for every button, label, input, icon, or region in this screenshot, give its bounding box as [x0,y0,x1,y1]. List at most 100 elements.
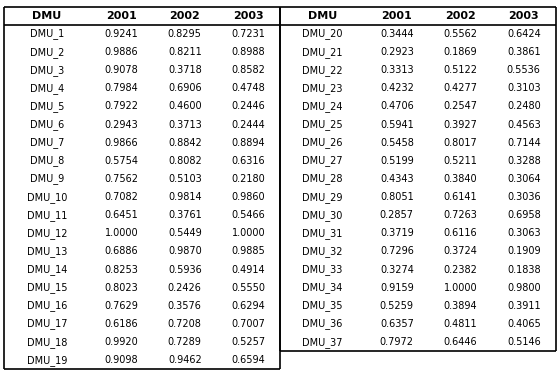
Text: 0.6186: 0.6186 [105,319,138,329]
Text: 0.6116: 0.6116 [444,228,477,238]
Text: 0.2857: 0.2857 [380,210,414,220]
Text: 0.7984: 0.7984 [105,83,138,93]
Text: 0.6906: 0.6906 [168,83,202,93]
Text: DMU_1: DMU_1 [30,29,64,39]
Text: 0.5936: 0.5936 [168,265,202,274]
Text: DMU_32: DMU_32 [302,246,343,257]
Text: 0.5211: 0.5211 [444,156,477,166]
Text: 0.6141: 0.6141 [444,192,477,202]
Text: 0.2444: 0.2444 [231,120,265,130]
Text: 0.2382: 0.2382 [444,265,477,274]
Text: DMU_22: DMU_22 [302,65,343,76]
Text: 0.3036: 0.3036 [507,192,540,202]
Text: 0.3840: 0.3840 [444,174,477,184]
Text: 0.8082: 0.8082 [168,156,202,166]
Text: DMU_2: DMU_2 [30,47,64,58]
Text: 0.9860: 0.9860 [231,192,265,202]
Text: 0.3927: 0.3927 [444,120,477,130]
Text: 0.8023: 0.8023 [105,283,138,293]
Text: 0.3713: 0.3713 [168,120,202,130]
Text: 0.3064: 0.3064 [507,174,540,184]
Text: 0.3719: 0.3719 [380,228,414,238]
Text: 0.6424: 0.6424 [507,29,540,39]
Text: 0.5941: 0.5941 [380,120,414,130]
Text: 0.6357: 0.6357 [380,319,414,329]
Text: 0.7972: 0.7972 [380,337,414,347]
Text: 0.8988: 0.8988 [231,47,265,57]
Text: 0.7263: 0.7263 [444,210,477,220]
Text: DMU_10: DMU_10 [27,192,67,203]
Text: 0.8295: 0.8295 [168,29,202,39]
Text: 0.6451: 0.6451 [105,210,138,220]
Text: 0.3724: 0.3724 [444,246,477,256]
Text: 0.7289: 0.7289 [168,337,202,347]
Text: 0.8017: 0.8017 [444,138,477,148]
Text: 0.4914: 0.4914 [231,265,265,274]
Text: 0.8582: 0.8582 [231,65,265,75]
Text: 2001: 2001 [106,11,137,21]
Text: 0.3313: 0.3313 [380,65,414,75]
Text: 0.3911: 0.3911 [507,301,540,311]
Text: 0.5449: 0.5449 [168,228,202,238]
Text: 0.7007: 0.7007 [231,319,265,329]
Text: 0.5122: 0.5122 [444,65,477,75]
Text: 0.5466: 0.5466 [231,210,265,220]
Text: DMU_20: DMU_20 [302,29,343,39]
Text: 0.9078: 0.9078 [105,65,138,75]
Text: DMU_6: DMU_6 [30,119,64,130]
Text: DMU_11: DMU_11 [27,210,67,221]
Text: 0.3103: 0.3103 [507,83,540,93]
Text: 2002: 2002 [170,11,200,21]
Text: DMU_35: DMU_35 [302,300,343,311]
Text: 0.6294: 0.6294 [231,301,265,311]
Text: 0.4748: 0.4748 [231,83,265,93]
Text: DMU_26: DMU_26 [302,137,343,148]
Text: DMU_34: DMU_34 [302,282,343,293]
Text: 0.8253: 0.8253 [104,265,138,274]
Text: DMU_37: DMU_37 [302,337,343,347]
Text: 0.5458: 0.5458 [380,138,414,148]
Text: 0.7629: 0.7629 [104,301,138,311]
Text: 0.4811: 0.4811 [444,319,477,329]
Text: 0.5754: 0.5754 [104,156,138,166]
Text: 0.3861: 0.3861 [507,47,540,57]
Text: 0.5550: 0.5550 [231,283,265,293]
Text: DMU_24: DMU_24 [302,101,343,112]
Text: 0.7562: 0.7562 [104,174,138,184]
Text: 0.2446: 0.2446 [231,102,265,111]
Text: 0.6886: 0.6886 [105,246,138,256]
Text: DMU_17: DMU_17 [27,318,67,329]
Text: DMU_7: DMU_7 [30,137,64,148]
Text: 1.0000: 1.0000 [231,228,265,238]
Text: 0.2480: 0.2480 [507,102,540,111]
Text: 0.7922: 0.7922 [104,102,138,111]
Text: DMU_27: DMU_27 [302,155,343,166]
Text: 0.1909: 0.1909 [507,246,540,256]
Text: 0.4232: 0.4232 [380,83,414,93]
Text: 0.3444: 0.3444 [380,29,414,39]
Text: 2003: 2003 [233,11,264,21]
Text: 0.9800: 0.9800 [507,283,540,293]
Text: 2002: 2002 [445,11,475,21]
Text: DMU_23: DMU_23 [302,83,343,94]
Text: 1.0000: 1.0000 [444,283,477,293]
Text: 0.9866: 0.9866 [105,138,138,148]
Text: 0.8051: 0.8051 [380,192,414,202]
Text: 0.8211: 0.8211 [168,47,202,57]
Text: DMU_21: DMU_21 [302,47,343,58]
Text: 0.9814: 0.9814 [168,192,202,202]
Text: 0.9462: 0.9462 [168,355,202,365]
Text: 0.1869: 0.1869 [444,47,477,57]
Text: 0.7208: 0.7208 [168,319,202,329]
Text: DMU_4: DMU_4 [30,83,64,94]
Text: DMU_15: DMU_15 [27,282,67,293]
Text: 0.4600: 0.4600 [168,102,202,111]
Text: DMU_33: DMU_33 [302,264,343,275]
Text: 0.3576: 0.3576 [168,301,202,311]
Text: 0.2547: 0.2547 [444,102,477,111]
Text: DMU_3: DMU_3 [30,65,64,76]
Text: DMU_14: DMU_14 [27,264,67,275]
Text: DMU_5: DMU_5 [30,101,64,112]
Text: 0.9920: 0.9920 [105,337,138,347]
Text: 0.2426: 0.2426 [168,283,202,293]
